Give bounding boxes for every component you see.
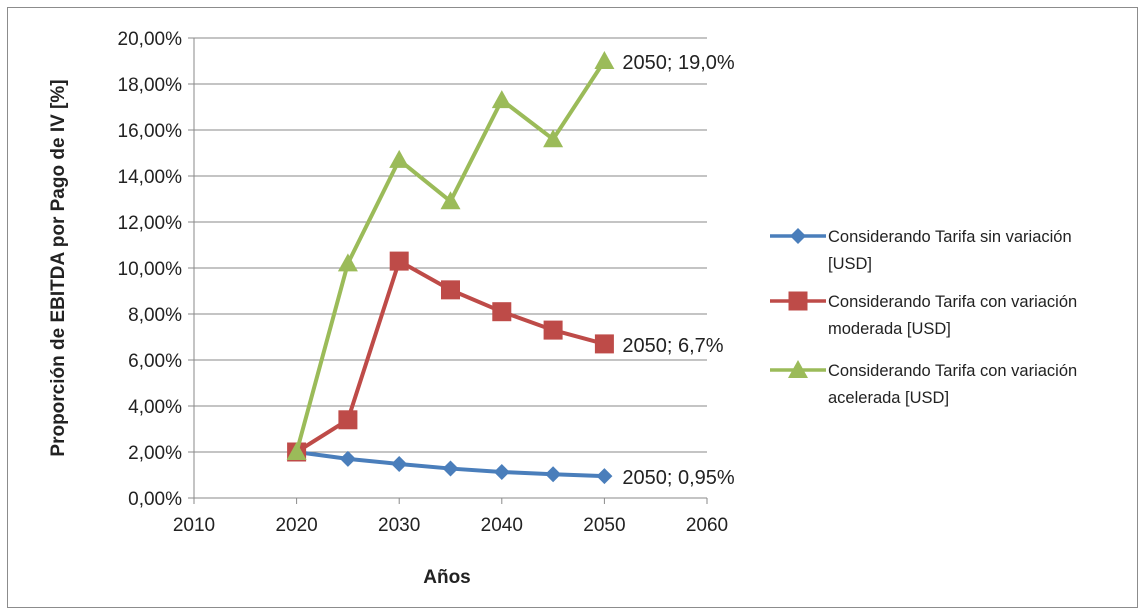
legend-marker [788,360,808,378]
data-point [441,280,460,300]
data-point [596,468,613,485]
y-tick-label: 8,00% [128,305,182,326]
x-tick-label: 2050 [583,515,625,536]
gridlines [194,37,707,453]
y-tick-label: 0,00% [128,489,182,510]
legend-label: Considerando Tarifa sin variación [828,228,1072,246]
data-labels: 2050; 0,95% 2050; 6,7% 2050; 19,0% [622,52,735,489]
series-1 [288,444,613,485]
data-point [389,251,409,271]
x-tick-label: 2010 [173,515,215,536]
data-point [543,129,564,148]
series [286,51,615,485]
x-tick-label: 2020 [275,515,317,536]
data-point [543,320,563,340]
legend-label: Considerando Tarifa con variación [828,362,1077,380]
data-point [442,460,459,477]
legend-label: Considerando Tarifa con variación [828,293,1077,311]
data-label: 2050; 19,0% [622,52,735,74]
series-2 [287,251,614,462]
legend-item: Considerando Tarifa con variación acelera… [770,360,1077,407]
data-point [493,464,510,481]
legend-marker [788,291,808,311]
y-tick-label: 2,00% [128,443,182,464]
data-point [391,455,408,472]
x-tick-label: 2030 [378,515,420,536]
x-tick-labels: 2010 2020 2030 2040 2050 2060 [173,515,728,536]
data-point [491,90,512,109]
data-label: 2050; 6,7% [622,335,723,357]
y-tick-label: 20,00% [118,29,183,50]
y-tick-label: 12,00% [118,213,183,234]
data-point [594,51,615,69]
legend-label: [USD] [828,255,872,273]
y-tick-label: 6,00% [128,351,182,372]
y-axis-title: Proporción de EBITDA por Pago de IV [%] [48,79,69,456]
legend-marker [790,228,806,244]
x-tick-label: 2060 [686,515,728,536]
data-point [339,450,356,467]
series-line [294,59,607,453]
data-point [337,253,358,272]
data-label: 2050; 0,95% [622,467,735,489]
data-point [594,334,614,354]
axes [188,37,708,504]
legend-item: Considerando Tarifa con variación moderad… [770,291,1077,338]
data-point [545,466,562,483]
legend-item: Considerando Tarifa sin variación [USD] [770,228,1072,273]
y-tick-label: 18,00% [118,75,183,96]
y-tick-label: 16,00% [118,121,183,142]
data-point [338,410,358,430]
y-tick-labels: 0,00% 2,00% 4,00% 6,00% 8,00% 10,00% 12,00% 14,… [118,29,183,510]
data-point [389,149,410,168]
legend-label: acelerada [USD] [828,389,949,407]
x-axis-title: Años [423,567,471,588]
y-tick-label: 4,00% [128,397,182,418]
legend: Considerando Tarifa sin variación[USD]Co… [770,228,1077,407]
y-tick-label: 10,00% [118,259,183,280]
y-tick-label: 14,00% [118,167,183,188]
data-point [286,442,307,460]
legend-label: moderada [USD] [828,320,951,338]
series-3 [286,51,615,460]
x-tick-label: 2040 [481,515,523,536]
data-point [492,302,512,322]
data-point [440,191,461,210]
